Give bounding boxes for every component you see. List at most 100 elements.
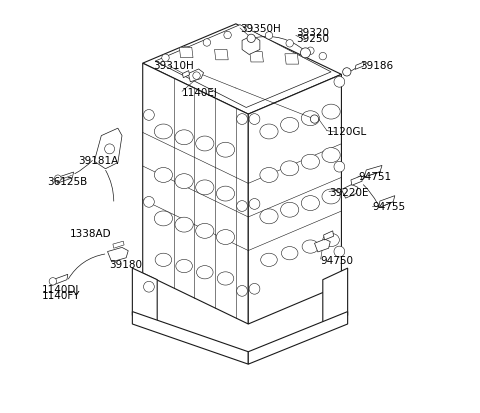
Text: 39180: 39180	[109, 259, 143, 269]
Ellipse shape	[261, 254, 277, 267]
Circle shape	[237, 286, 248, 297]
Circle shape	[343, 69, 351, 77]
Circle shape	[144, 282, 154, 292]
Ellipse shape	[154, 168, 172, 183]
Ellipse shape	[301, 112, 320, 126]
Circle shape	[249, 114, 260, 125]
Text: 1120GL: 1120GL	[327, 127, 367, 137]
Polygon shape	[57, 173, 73, 184]
Circle shape	[311, 116, 319, 124]
Text: 39220E: 39220E	[329, 187, 369, 197]
Text: 1140DJ: 1140DJ	[42, 284, 80, 294]
Ellipse shape	[301, 196, 320, 211]
Ellipse shape	[154, 211, 172, 226]
Ellipse shape	[322, 190, 340, 204]
Circle shape	[286, 40, 293, 48]
Circle shape	[334, 77, 345, 88]
Polygon shape	[285, 55, 299, 65]
Ellipse shape	[154, 125, 172, 140]
Circle shape	[334, 247, 345, 257]
Circle shape	[300, 49, 311, 59]
Circle shape	[162, 55, 169, 62]
Polygon shape	[132, 268, 157, 327]
Polygon shape	[355, 63, 364, 70]
Ellipse shape	[301, 155, 320, 170]
Circle shape	[144, 110, 154, 121]
Ellipse shape	[216, 187, 235, 202]
Ellipse shape	[217, 272, 234, 285]
Ellipse shape	[155, 254, 172, 267]
Polygon shape	[182, 71, 190, 78]
Text: 39250: 39250	[296, 34, 329, 44]
Polygon shape	[248, 75, 341, 324]
Ellipse shape	[216, 230, 235, 245]
Polygon shape	[323, 268, 348, 327]
Ellipse shape	[175, 218, 193, 233]
Ellipse shape	[196, 266, 213, 279]
Circle shape	[319, 53, 326, 61]
Circle shape	[49, 278, 57, 285]
Circle shape	[244, 25, 252, 33]
Ellipse shape	[281, 161, 299, 176]
Polygon shape	[242, 36, 260, 55]
Text: 39186: 39186	[360, 61, 393, 71]
Text: 39310H: 39310H	[153, 61, 194, 71]
Circle shape	[249, 284, 260, 294]
Polygon shape	[108, 248, 128, 262]
Text: 36125B: 36125B	[48, 177, 88, 187]
Circle shape	[265, 33, 273, 40]
Circle shape	[334, 162, 345, 173]
Polygon shape	[132, 312, 248, 364]
Circle shape	[224, 32, 231, 40]
Text: 94751: 94751	[358, 172, 391, 182]
Circle shape	[144, 197, 154, 208]
Ellipse shape	[260, 209, 278, 224]
Circle shape	[105, 145, 115, 154]
Polygon shape	[180, 48, 193, 59]
Text: 39320: 39320	[296, 28, 329, 38]
Ellipse shape	[196, 180, 214, 195]
Ellipse shape	[175, 131, 193, 145]
Circle shape	[182, 47, 190, 55]
Text: 1338AD: 1338AD	[70, 228, 112, 238]
Text: 39181A: 39181A	[79, 156, 119, 166]
Polygon shape	[379, 196, 395, 208]
Circle shape	[55, 176, 61, 182]
Polygon shape	[324, 231, 334, 240]
Polygon shape	[341, 185, 358, 199]
Ellipse shape	[281, 118, 299, 133]
Ellipse shape	[175, 174, 193, 189]
Ellipse shape	[322, 105, 340, 120]
Ellipse shape	[322, 148, 340, 163]
Polygon shape	[143, 25, 341, 115]
Text: 94750: 94750	[321, 255, 354, 265]
Circle shape	[237, 114, 248, 125]
Ellipse shape	[281, 203, 299, 218]
Circle shape	[203, 40, 211, 47]
Polygon shape	[351, 176, 362, 186]
Polygon shape	[113, 242, 124, 249]
Polygon shape	[248, 312, 348, 364]
Circle shape	[237, 201, 248, 212]
Polygon shape	[143, 64, 248, 324]
Polygon shape	[314, 240, 330, 252]
Text: 1140FY: 1140FY	[42, 290, 81, 300]
Text: 94755: 94755	[372, 202, 406, 211]
Polygon shape	[155, 26, 331, 108]
Ellipse shape	[196, 137, 214, 152]
Circle shape	[193, 73, 200, 80]
Ellipse shape	[216, 143, 235, 158]
Text: 1140EJ: 1140EJ	[182, 88, 218, 98]
Circle shape	[247, 35, 255, 43]
Text: 39350H: 39350H	[240, 24, 281, 34]
Polygon shape	[250, 52, 264, 63]
Polygon shape	[215, 50, 228, 61]
Polygon shape	[94, 129, 122, 169]
Ellipse shape	[281, 247, 298, 260]
Circle shape	[249, 199, 260, 210]
Polygon shape	[364, 166, 382, 178]
Ellipse shape	[196, 224, 214, 239]
Ellipse shape	[323, 234, 339, 247]
Ellipse shape	[176, 260, 192, 273]
Circle shape	[307, 48, 314, 55]
